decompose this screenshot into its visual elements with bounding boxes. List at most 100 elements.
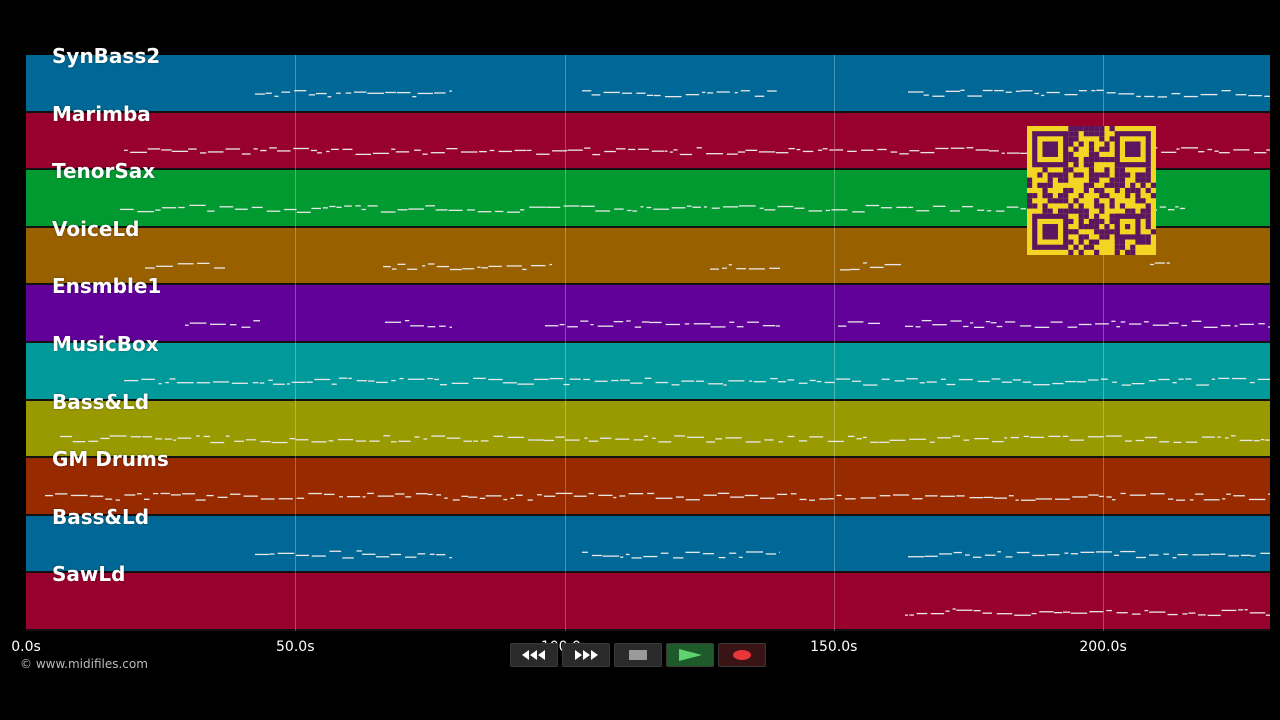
track-lane[interactable] <box>26 285 1270 343</box>
midi-note <box>255 553 270 556</box>
midi-note <box>269 147 277 149</box>
midi-note <box>1249 381 1255 384</box>
midi-note <box>762 325 776 327</box>
track-name-label: VoiceLd <box>52 216 140 241</box>
track-name-label: MusicBox <box>52 332 159 356</box>
midi-note <box>1149 554 1159 556</box>
midi-note <box>929 441 935 443</box>
record-button[interactable] <box>718 643 766 667</box>
midi-note <box>295 439 309 441</box>
midi-note <box>444 497 448 499</box>
midi-note <box>1095 323 1109 325</box>
track-lane[interactable] <box>26 343 1270 401</box>
midi-note <box>451 382 469 385</box>
track-lane[interactable] <box>26 573 1270 631</box>
midi-note <box>241 326 251 328</box>
midi-note <box>996 613 1013 615</box>
midi-note <box>342 557 354 559</box>
midi-note <box>822 148 828 150</box>
midi-note <box>207 151 224 153</box>
stop-button[interactable] <box>614 643 662 667</box>
track-name-label: GM Drums <box>52 447 169 472</box>
midi-note <box>380 211 396 213</box>
midi-note <box>506 265 522 267</box>
track-lane[interactable] <box>26 515 1270 574</box>
midi-note <box>376 556 390 558</box>
midi-note <box>90 495 104 497</box>
midi-note <box>1088 379 1099 381</box>
play-button[interactable] <box>666 643 714 667</box>
track-name-label: SawLd <box>52 562 126 587</box>
midi-note <box>367 492 374 495</box>
midi-note <box>852 211 865 213</box>
midi-note <box>449 268 462 271</box>
midi-note <box>819 498 828 500</box>
midi-note <box>730 496 745 498</box>
midi-note <box>100 437 110 440</box>
midi-note <box>171 150 189 153</box>
midi-note <box>229 324 237 326</box>
time-gridline <box>295 55 297 631</box>
midi-note <box>716 91 730 93</box>
midi-note <box>162 207 177 209</box>
midi-note <box>1158 378 1170 381</box>
midi-note <box>1069 439 1084 441</box>
midi-note <box>655 381 669 384</box>
midi-note <box>1181 147 1199 149</box>
midi-note <box>899 153 909 155</box>
midi-note <box>591 94 601 96</box>
midi-note <box>706 153 724 155</box>
midi-note <box>728 380 745 382</box>
midi-note <box>862 262 867 264</box>
midi-note <box>210 323 226 325</box>
time-tick-label: 200.0s <box>1079 639 1127 655</box>
midi-note <box>1149 611 1166 613</box>
track-lane[interactable] <box>26 55 1270 113</box>
midi-note <box>1238 609 1244 611</box>
midi-note <box>1105 435 1122 437</box>
midi-note <box>273 383 285 385</box>
midi-note <box>583 378 591 381</box>
midi-note <box>769 267 780 269</box>
midi-note <box>728 264 732 266</box>
midi-note <box>1211 378 1216 380</box>
midi-note <box>396 151 410 153</box>
piano-roll[interactable] <box>26 55 1270 631</box>
fast-forward-button[interactable] <box>562 643 610 667</box>
midi-note <box>745 149 758 151</box>
midi-note <box>468 496 478 498</box>
midi-note <box>1088 494 1099 496</box>
midi-note <box>1178 378 1184 380</box>
midi-note <box>1177 553 1188 556</box>
midi-note <box>996 325 1003 328</box>
midi-note <box>718 556 726 559</box>
midi-note <box>952 435 960 437</box>
midi-note <box>527 439 534 441</box>
midi-note <box>533 378 549 381</box>
midi-note <box>130 436 142 438</box>
midi-note <box>375 381 388 384</box>
midi-note <box>392 268 397 270</box>
midi-note <box>582 90 592 92</box>
midi-note <box>637 148 649 150</box>
midi-note <box>1207 148 1213 151</box>
midi-note <box>1230 435 1236 437</box>
midi-note <box>1065 380 1077 383</box>
track-lane[interactable] <box>26 458 1270 516</box>
midi-note <box>391 148 396 150</box>
midi-note <box>178 206 185 209</box>
midi-note <box>967 95 982 97</box>
midi-note <box>1167 613 1178 616</box>
midi-note <box>461 495 469 497</box>
midi-note <box>838 325 847 327</box>
track-lane[interactable] <box>26 400 1270 459</box>
midi-note <box>982 89 993 92</box>
rewind-button[interactable] <box>510 643 558 667</box>
midi-note <box>1100 378 1108 380</box>
midi-note <box>1031 612 1037 615</box>
midi-note <box>1016 551 1030 554</box>
midi-note <box>1249 612 1266 614</box>
midi-note <box>1144 95 1155 98</box>
midi-note <box>417 553 426 555</box>
midi-note <box>1064 93 1078 96</box>
